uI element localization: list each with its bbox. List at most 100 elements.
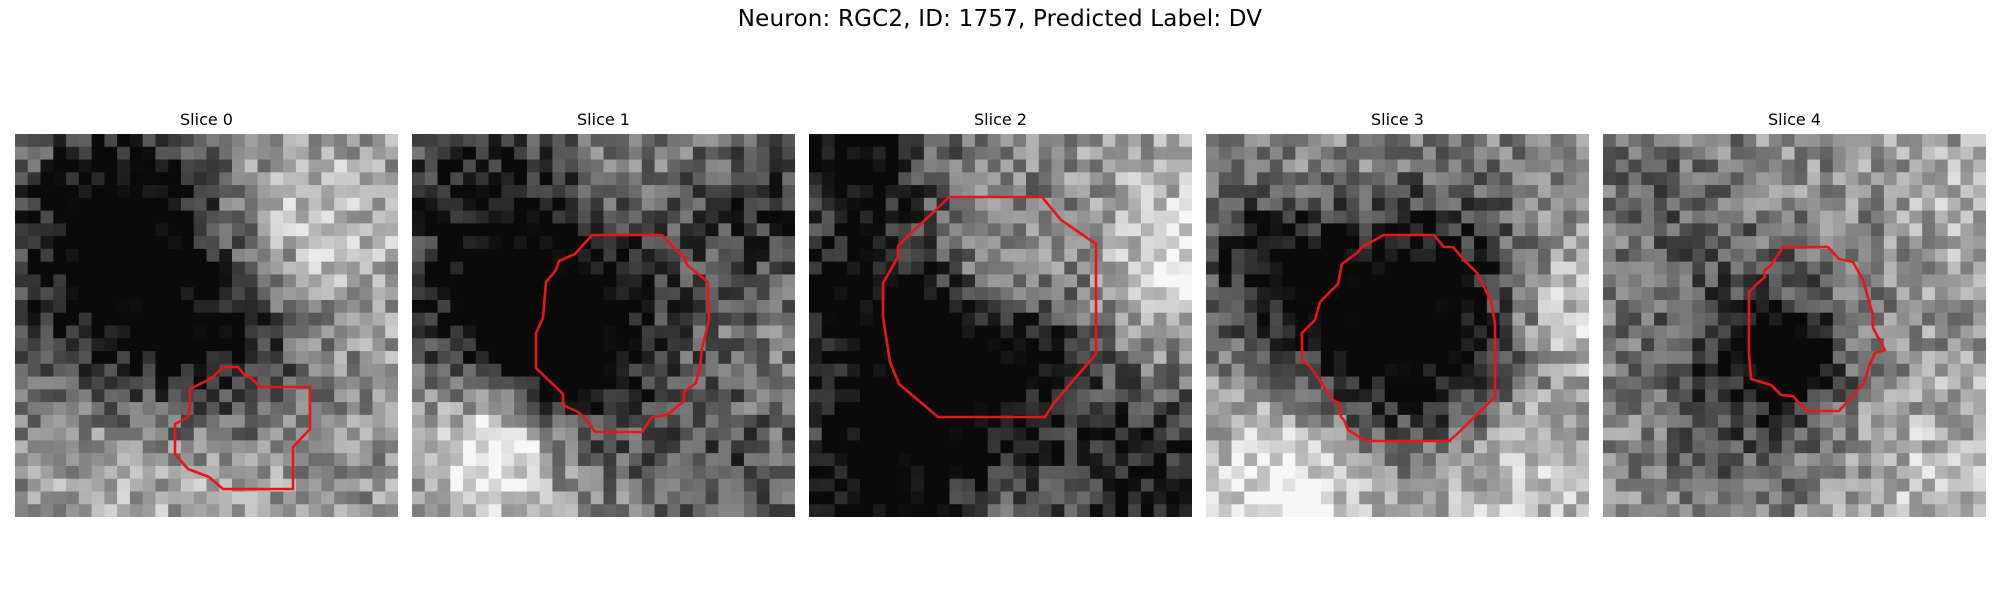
image-pixel: [40, 491, 54, 505]
image-pixel: [1166, 223, 1180, 237]
image-pixel: [180, 427, 195, 441]
image-pixel: [705, 363, 719, 378]
image-pixel: [346, 223, 361, 237]
image-pixel: [718, 299, 732, 314]
image-pixel: [27, 491, 42, 505]
image-pixel: [1550, 402, 1565, 416]
image-pixel: [1794, 325, 1808, 339]
image-pixel: [1102, 287, 1116, 301]
image-pixel: [1461, 376, 1475, 390]
image-pixel: [155, 248, 169, 263]
image-pixel: [1512, 465, 1526, 480]
image-pixel: [782, 325, 795, 339]
image-pixel: [1359, 223, 1373, 237]
image-pixel: [334, 223, 348, 237]
image-pixel: [705, 389, 719, 403]
image-pixel: [117, 236, 131, 250]
image-pixel: [1705, 210, 1719, 224]
image-pixel: [168, 197, 182, 212]
image-pixel: [1282, 159, 1296, 173]
image-pixel: [1576, 389, 1589, 403]
image-pixel: [911, 453, 925, 467]
image-pixel: [949, 299, 963, 314]
image-pixel: [1320, 223, 1335, 237]
image-pixel: [987, 325, 1002, 339]
image-pixel: [1845, 312, 1859, 327]
image-pixel: [1308, 223, 1322, 237]
image-pixel: [308, 146, 322, 161]
image-pixel: [450, 210, 464, 224]
image-pixel: [1474, 197, 1488, 212]
image-pixel: [424, 402, 439, 416]
image-pixel: [1807, 491, 1821, 505]
image-pixel: [1077, 414, 1091, 429]
image-pixel: [616, 363, 630, 378]
image-pixel: [463, 440, 477, 454]
image-pixel: [257, 351, 271, 365]
image-pixel: [15, 287, 29, 301]
image-pixel: [257, 261, 271, 276]
image-pixel: [501, 134, 515, 148]
image-pixel: [1231, 389, 1245, 403]
image-pixel: [590, 363, 605, 378]
image-pixel: [1257, 478, 1271, 493]
image-pixel: [1537, 185, 1552, 199]
image-pixel: [1525, 325, 1539, 339]
image-pixel: [1563, 248, 1577, 263]
image-pixel: [1206, 172, 1220, 186]
image-pixel: [1679, 261, 1693, 276]
image-pixel: [346, 248, 361, 263]
image-pixel: [232, 223, 246, 237]
image-pixel: [1474, 210, 1488, 224]
image-pixel: [1781, 465, 1796, 480]
image-pixel: [53, 325, 67, 339]
image-pixel: [53, 414, 67, 429]
image-pixel: [756, 185, 771, 199]
image-pixel: [1000, 210, 1014, 224]
image-pixel: [898, 210, 912, 224]
image-pixel: [1499, 248, 1513, 263]
image-pixel: [1346, 453, 1360, 467]
image-pixel: [1026, 274, 1040, 288]
image-pixel: [1423, 146, 1437, 161]
image-pixel: [1603, 453, 1617, 467]
image-pixel: [1410, 312, 1424, 327]
image-pixel: [1269, 376, 1284, 390]
image-pixel: [1128, 223, 1142, 237]
image-pixel: [1628, 440, 1642, 454]
image-pixel: [1794, 491, 1808, 505]
image-pixel: [1410, 159, 1424, 173]
image-pixel: [847, 351, 861, 365]
image-pixel: [1384, 338, 1399, 352]
image-pixel: [1871, 134, 1885, 148]
image-pixel: [565, 414, 579, 429]
image-pixel: [860, 197, 874, 212]
image-pixel: [346, 299, 361, 314]
image-pixel: [667, 210, 681, 224]
image-pixel: [1550, 134, 1565, 148]
image-pixel: [1666, 427, 1681, 441]
image-pixel: [629, 210, 643, 224]
image-pixel: [501, 465, 515, 480]
image-pixel: [475, 248, 490, 263]
image-pixel: [193, 440, 208, 454]
image-pixel: [1089, 376, 1104, 390]
image-pixel: [1794, 376, 1808, 390]
image-pixel: [1820, 453, 1834, 467]
image-pixel: [756, 236, 771, 250]
image-pixel: [731, 197, 745, 212]
image-pixel: [898, 351, 912, 365]
image-pixel: [834, 440, 848, 454]
image-pixel: [667, 287, 681, 301]
image-pixel: [974, 453, 989, 467]
image-pixel: [1435, 414, 1450, 429]
image-pixel: [616, 338, 630, 352]
image-pixel: [1153, 274, 1168, 288]
image-pixel: [1089, 414, 1104, 429]
image-pixel: [1947, 223, 1962, 237]
image-pixel: [53, 504, 67, 517]
image-pixel: [987, 465, 1002, 480]
image-pixel: [450, 376, 464, 390]
image-pixel: [501, 504, 515, 517]
image-pixel: [923, 478, 938, 493]
